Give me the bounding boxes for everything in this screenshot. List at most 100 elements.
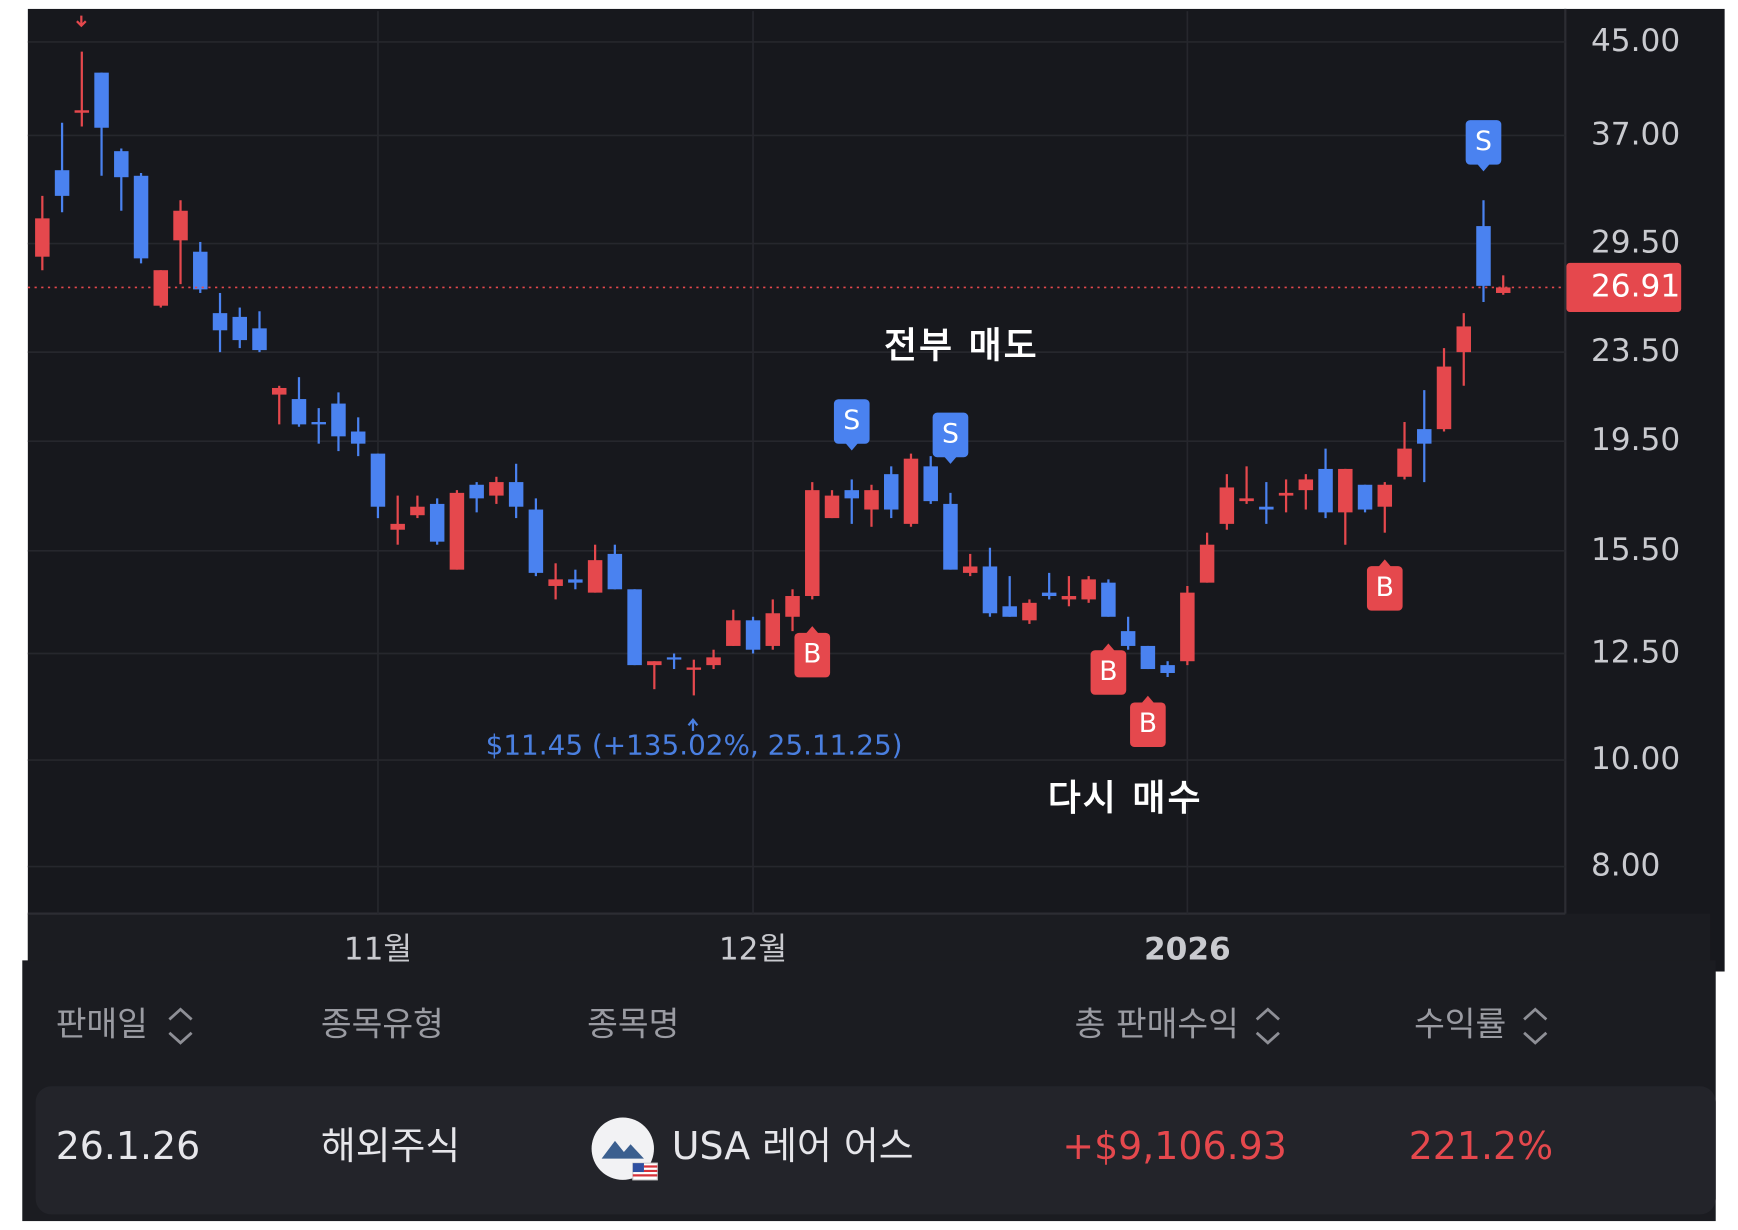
- candle-body: [173, 210, 188, 241]
- candle-body: [1476, 226, 1491, 286]
- candle-body: [903, 458, 919, 524]
- signal-label: B: [1139, 708, 1157, 739]
- signal-pointer: [1101, 643, 1116, 652]
- min-annotation: $11.45 (+135.02%, 25.11.25): [486, 728, 903, 761]
- candle-body: [153, 270, 169, 306]
- candle-body: [726, 620, 741, 646]
- candle-body: [508, 482, 524, 507]
- header-cell: 종목유형: [321, 1005, 444, 1044]
- header-cell[interactable]: 판매일: [56, 1005, 148, 1044]
- candle-body: [548, 579, 563, 586]
- candle-body: [844, 490, 859, 499]
- candle-body: [74, 110, 90, 113]
- flag-canton: [632, 1163, 644, 1173]
- candle-body: [568, 579, 583, 583]
- x-tick-label: 12월: [719, 931, 787, 967]
- signal-badge: [794, 632, 831, 678]
- candle-body: [745, 620, 761, 650]
- y-tick-label: 8.00: [1591, 848, 1660, 884]
- min-arrow: [687, 717, 699, 731]
- y-tick-label: 45.00: [1591, 23, 1680, 59]
- candle-body: [1061, 596, 1077, 600]
- candle-body: [1041, 592, 1057, 597]
- candle-body: [1417, 429, 1432, 444]
- y-tick-label: 15.50: [1591, 532, 1680, 568]
- candle-body: [212, 313, 228, 331]
- candle-body: [824, 495, 840, 519]
- annotation: 전부 매도: [884, 326, 1039, 367]
- header-cell[interactable]: 총 판매수익: [1075, 1005, 1239, 1044]
- annotation: 다시 매수: [1048, 778, 1203, 819]
- signal-label: S: [942, 418, 959, 449]
- cell: +$9,106.93: [1062, 1124, 1286, 1168]
- candle-body: [666, 657, 682, 660]
- candle-body: [271, 387, 287, 395]
- cell: USA 레어 어스: [672, 1124, 914, 1168]
- signal-label: B: [1376, 572, 1394, 603]
- candle-body: [114, 151, 129, 178]
- candle-body: [1101, 582, 1116, 617]
- candle-body: [686, 667, 702, 670]
- y-tick-label: 29.50: [1591, 225, 1680, 261]
- candle-body: [923, 466, 938, 502]
- signal-badge: [833, 399, 870, 444]
- candle-body: [1120, 631, 1136, 646]
- table-row[interactable]: [35, 1086, 1716, 1215]
- signal-badge: [1465, 120, 1502, 165]
- candle-body: [982, 566, 998, 614]
- candle-body: [785, 596, 800, 617]
- candle-body: [410, 506, 425, 516]
- candle-body: [943, 503, 958, 570]
- candle-body: [1298, 479, 1314, 491]
- signal-pointer: [943, 456, 958, 464]
- candle-body: [54, 170, 70, 196]
- candle-body: [607, 553, 623, 590]
- signal-badge: [1366, 566, 1403, 611]
- candle-body: [528, 509, 544, 573]
- candle-body: [883, 474, 899, 510]
- signal-label: S: [1475, 126, 1492, 157]
- signal-label: B: [1099, 656, 1117, 687]
- candle-body: [331, 403, 346, 437]
- signal-label: S: [843, 405, 860, 436]
- last-price-label: 26.91: [1591, 268, 1680, 304]
- candle-body: [370, 453, 386, 507]
- candle-body: [1495, 287, 1511, 293]
- signal-pointer: [1141, 695, 1155, 704]
- signal-pointer: [805, 626, 819, 634]
- signal-badge: [1130, 702, 1166, 748]
- candle-body: [94, 72, 109, 128]
- header-cell[interactable]: 수익률: [1414, 1005, 1506, 1044]
- candle-body: [1002, 606, 1017, 617]
- candle-body: [35, 218, 50, 257]
- candle-body: [706, 657, 721, 666]
- sort-icon[interactable]: [1523, 1007, 1548, 1045]
- sort-icon[interactable]: [168, 1007, 193, 1045]
- y-tick-label: 19.50: [1591, 422, 1680, 458]
- x-tick-label: 2026: [1144, 931, 1231, 967]
- candle-body: [1199, 544, 1215, 583]
- signal-label: B: [803, 639, 821, 670]
- candle-body: [1259, 506, 1274, 510]
- candle-body: [864, 490, 879, 510]
- y-tick-label: 12.50: [1591, 635, 1680, 671]
- sort-icon[interactable]: [1255, 1007, 1280, 1045]
- x-tick-label: 11월: [344, 931, 412, 967]
- candle-body: [232, 316, 247, 341]
- max-arrow: [76, 15, 87, 28]
- candle-body: [587, 560, 603, 593]
- candle-body: [469, 484, 484, 499]
- candle-body: [765, 613, 781, 646]
- signal-badge: [932, 412, 969, 458]
- candle-body: [1022, 602, 1037, 621]
- candle-body: [1357, 484, 1373, 510]
- candle-body: [252, 328, 267, 351]
- candle-body: [962, 566, 978, 573]
- cell: 26.1.26: [56, 1124, 201, 1168]
- candle-body: [1338, 468, 1353, 513]
- y-tick-label: 10.00: [1591, 741, 1680, 777]
- signal-pointer: [845, 442, 859, 451]
- candle-body: [1239, 498, 1254, 502]
